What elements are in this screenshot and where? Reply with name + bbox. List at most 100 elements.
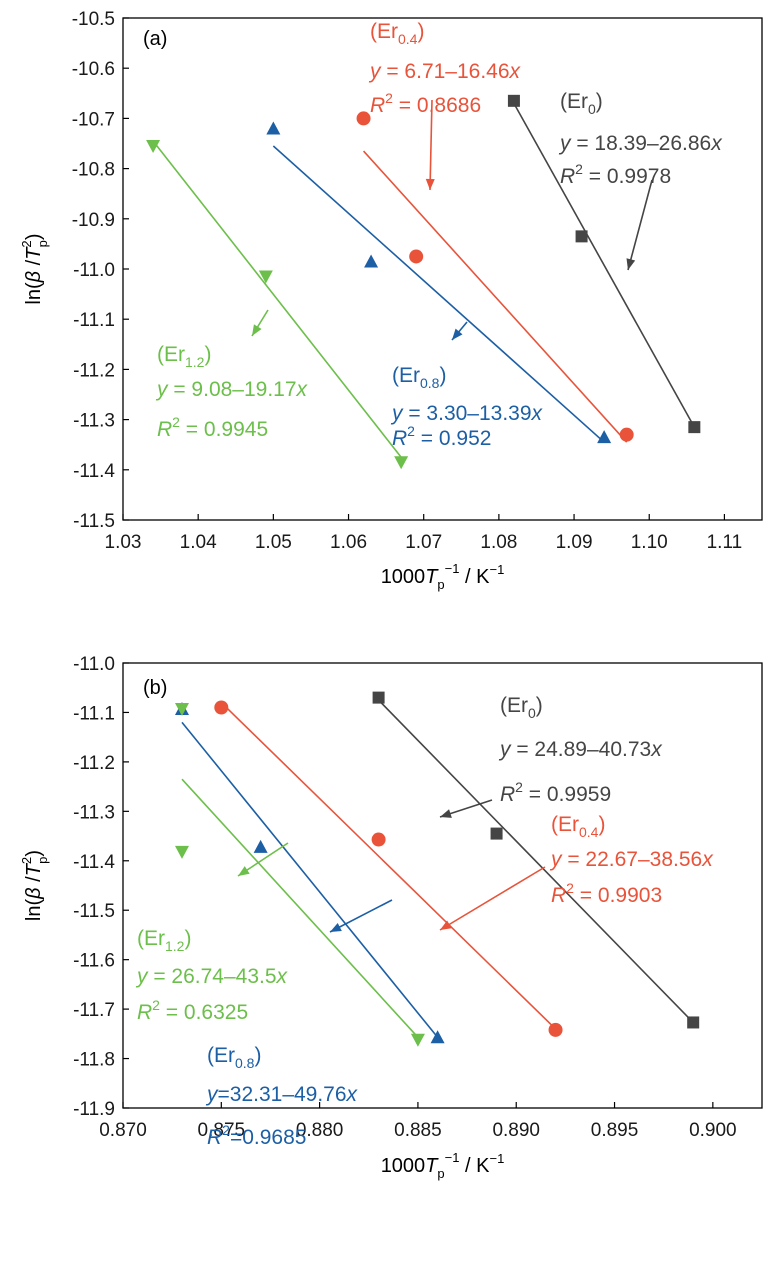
- y-tick-label: -10.8: [72, 160, 115, 181]
- fit-line: [181, 721, 439, 1038]
- y-tick-label: -11.5: [73, 901, 115, 922]
- fit-line: [362, 150, 628, 443]
- data-point: [253, 839, 268, 853]
- data-point: [258, 270, 273, 284]
- x-tick-label: 0.885: [394, 1120, 442, 1141]
- series-name-label: (Er0): [560, 90, 603, 117]
- y-tick-label: -10.7: [72, 109, 115, 130]
- y-tick-label: -11.5: [73, 511, 115, 532]
- fit-line: [152, 140, 402, 458]
- x-tick-label: 1.09: [556, 532, 593, 553]
- data-point: [372, 691, 385, 704]
- r-squared-label: R2=0.9685: [207, 1122, 306, 1149]
- data-point: [174, 845, 189, 859]
- annotation-arrow: [439, 866, 546, 931]
- y-tick-label: -11.9: [73, 1099, 115, 1120]
- y-tick-label: -11.3: [73, 802, 115, 823]
- y-tick-label: -10.5: [72, 9, 115, 30]
- y-tick-label: -11.4: [73, 852, 115, 873]
- arrow-head: [330, 922, 342, 932]
- arrow-head: [452, 328, 463, 340]
- fit-equation-label: y = 9.08–19.17x: [155, 378, 309, 401]
- fit-equation-label: y = 3.30–13.39x: [390, 402, 544, 425]
- y-tick-label: -11.4: [73, 461, 115, 482]
- series-0: (Er0) y = 18.39–26.86x R2 = 0.9978: [507, 90, 723, 434]
- arrow-head: [238, 866, 250, 876]
- y-tick-label: -11.3: [73, 411, 115, 432]
- data-point: [214, 700, 229, 715]
- x-tick-label: 1.07: [405, 532, 442, 553]
- x-tick-label: 1.05: [255, 532, 292, 553]
- data-point: [490, 827, 503, 840]
- x-tick-label: 0.870: [99, 1120, 147, 1141]
- arrow-head: [440, 920, 452, 930]
- y-tick-label: -11.6: [73, 951, 115, 972]
- data-point: [548, 1022, 563, 1037]
- series-name-label: (Er0): [500, 694, 543, 721]
- series-name-label: (Er1.2): [137, 927, 191, 954]
- x-tick-label: 1.06: [330, 532, 367, 553]
- series-name-label: (Er0.8): [207, 1044, 261, 1071]
- data-point: [356, 111, 371, 126]
- x-tick-label: 1.11: [707, 532, 743, 553]
- fit-equation-label: y = 6.71–16.46x: [368, 60, 522, 83]
- r-squared-label: R2 = 0.8686: [370, 90, 481, 117]
- series-name-label: (Er0.4): [370, 20, 424, 47]
- fit-line: [181, 778, 419, 1038]
- y-tick-label: -11.2: [73, 360, 115, 381]
- y-axis-label: ln(β /T2p): [19, 850, 50, 921]
- chart-panel-0: 1.03 1.04 1.05 1.06 1.07 1.08 1.09 1.10 1.11 -10.…: [19, 9, 763, 592]
- x-tick-label: 1.10: [631, 532, 668, 553]
- x-tick-label: 0.890: [492, 1120, 540, 1141]
- data-point: [146, 140, 161, 154]
- x-tick-label: 0.875: [198, 1120, 246, 1141]
- y-tick-label: -11.2: [73, 753, 115, 774]
- series-3: (Er1.2) y = 26.74–43.5x R2 = 0.6325: [135, 702, 425, 1047]
- x-tick-label: 0.900: [689, 1120, 737, 1141]
- data-point: [266, 121, 281, 135]
- chart-panel-1: 0.870 0.875 0.880 0.885 0.890 0.895 0.900 -11.0…: [19, 654, 763, 1181]
- fit-equation-label: y = 24.89–40.73x: [498, 738, 663, 761]
- data-point: [409, 249, 424, 264]
- x-axis-label: 1000Tp−1 / K−1: [381, 561, 505, 592]
- x-axis-label: 1000Tp−1 / K−1: [381, 1150, 505, 1181]
- y-tick-label: -11.8: [73, 1050, 115, 1071]
- y-tick-label: -11.1: [73, 310, 115, 331]
- fit-equation-label: y = 26.74–43.5x: [135, 965, 289, 988]
- y-tick-label: -11.0: [73, 260, 115, 281]
- data-point: [364, 254, 379, 268]
- data-point: [575, 230, 588, 243]
- series-2: (Er0.8) y=32.31–49.76x R2=0.9685: [174, 701, 445, 1149]
- fit-equation-label: y = 22.67–38.56x: [549, 848, 714, 871]
- annotation-arrow: [329, 899, 393, 933]
- panel-label: (b): [143, 677, 167, 699]
- y-tick-label: -10.6: [72, 59, 115, 80]
- series-name-label: (Er0.8): [392, 364, 446, 391]
- series-1: (Er0.4) y = 6.71–16.46x R2 = 0.8686: [356, 20, 634, 443]
- data-point: [688, 421, 701, 434]
- series-name-label: (Er1.2): [157, 343, 211, 370]
- x-tick-label: 1.08: [480, 532, 517, 553]
- series-0: (Er0) y = 24.89–40.73x R2 = 0.9959: [372, 691, 700, 1029]
- arrow-head: [440, 809, 452, 818]
- arrow-head: [425, 178, 435, 190]
- fit-line: [513, 102, 696, 428]
- data-point: [410, 1033, 425, 1047]
- arrow-head: [252, 324, 262, 336]
- data-point: [394, 456, 409, 470]
- r-squared-label: R2 = 0.9959: [500, 779, 611, 806]
- data-point: [597, 430, 612, 444]
- x-tick-label: 1.03: [105, 532, 142, 553]
- fit-line: [378, 699, 694, 1024]
- r-squared-label: R2 = 0.952: [392, 423, 491, 450]
- y-tick-label: -11.0: [73, 654, 115, 675]
- arrow-head: [626, 258, 636, 270]
- x-tick-label: 0.895: [591, 1120, 639, 1141]
- panel-label: (a): [143, 28, 167, 50]
- x-tick-label: 1.04: [180, 532, 217, 553]
- data-point: [619, 427, 634, 442]
- y-tick-label: -11.1: [73, 703, 115, 724]
- y-axis-label: ln(β /T2p): [19, 233, 50, 304]
